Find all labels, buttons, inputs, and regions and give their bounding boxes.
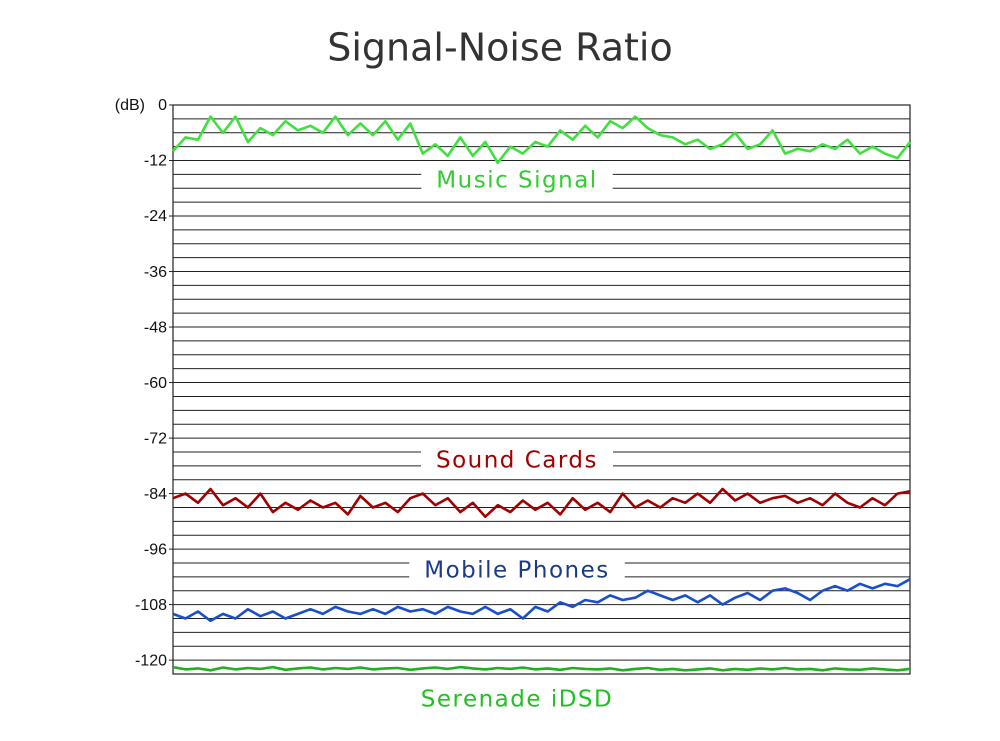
series-label: Serenade iDSD: [421, 687, 614, 713]
y-tick-label: -120: [135, 652, 167, 669]
y-axis-unit: (dB): [115, 97, 145, 114]
chart-title: Signal-Noise Ratio: [327, 26, 673, 70]
series-label: Music Signal: [436, 168, 597, 194]
series-line: [172, 115, 912, 165]
y-tick-label: 0: [158, 97, 167, 114]
series-line: [172, 578, 911, 623]
y-tick-label: -84: [144, 486, 167, 503]
series-line: [172, 487, 911, 519]
y-tick-label: -36: [144, 264, 167, 281]
y-tick-label: -12: [144, 153, 167, 170]
plot-frame: [172, 104, 911, 675]
y-tick-label: -96: [144, 541, 167, 558]
y-tick-label: -72: [144, 430, 167, 447]
label-background: [409, 557, 625, 585]
series-label: Mobile Phones: [424, 558, 610, 584]
y-tick-label: -24: [144, 208, 167, 225]
label-background: [420, 447, 614, 475]
series-line: [172, 665, 911, 672]
y-tick-label: -60: [144, 375, 167, 392]
y-tick-label: -108: [135, 597, 167, 614]
label-background: [421, 167, 613, 195]
y-tick-label: -48: [144, 319, 167, 336]
series-label: Sound Cards: [436, 448, 598, 474]
